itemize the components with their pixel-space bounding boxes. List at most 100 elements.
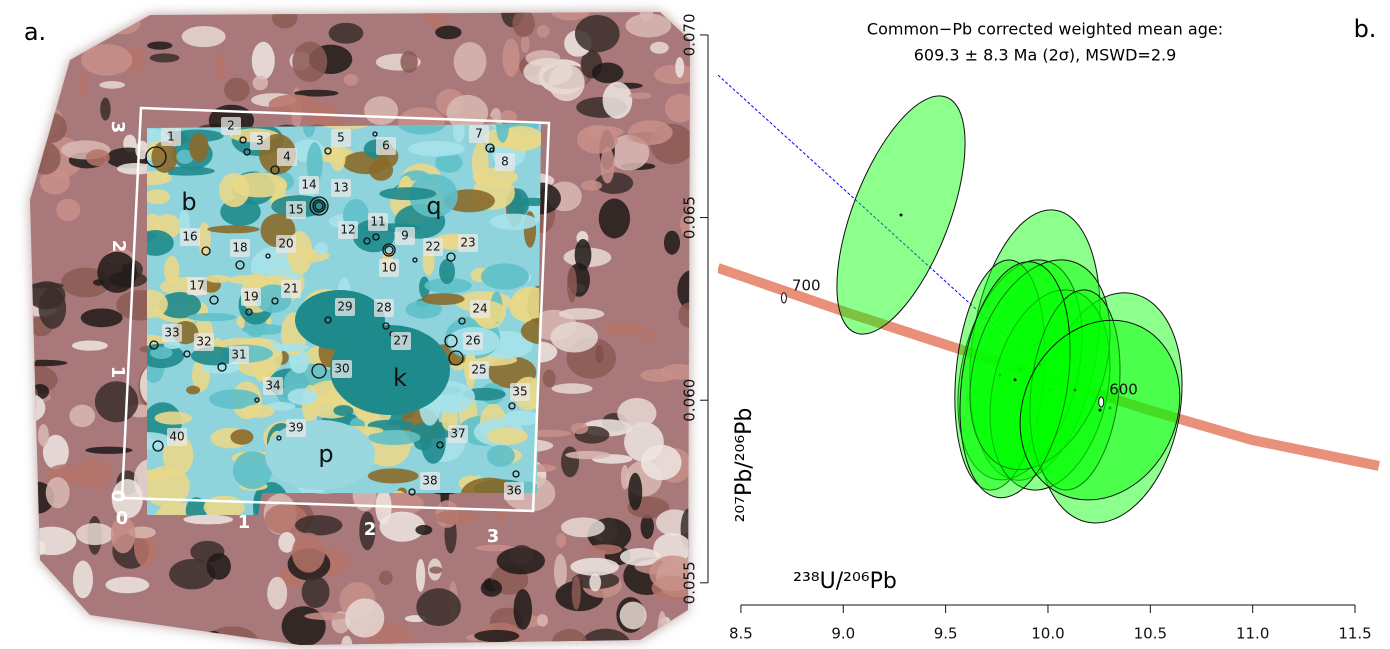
grain bbox=[34, 59, 46, 66]
x-tick-label: 11.0 bbox=[1236, 625, 1269, 643]
spot-label: 7 bbox=[475, 127, 483, 141]
grain bbox=[575, 239, 592, 270]
photo-y-tick: 2 bbox=[108, 240, 129, 253]
grain bbox=[38, 424, 49, 446]
grain bbox=[364, 96, 398, 125]
phase-patch bbox=[333, 405, 353, 416]
spot-label: 20 bbox=[278, 237, 293, 251]
grain bbox=[12, 393, 46, 422]
grain bbox=[664, 231, 680, 255]
grain bbox=[416, 588, 461, 626]
grain bbox=[379, 571, 393, 585]
grain bbox=[497, 511, 505, 521]
spot-label: 19 bbox=[243, 290, 258, 304]
grain bbox=[104, 640, 144, 649]
phase-patch bbox=[288, 388, 318, 405]
grain bbox=[454, 42, 487, 81]
grain bbox=[272, 7, 297, 28]
photo-x-tick: 2 bbox=[364, 519, 377, 540]
grain bbox=[551, 322, 598, 353]
phase-patch bbox=[369, 159, 393, 180]
grain bbox=[620, 602, 647, 630]
grain bbox=[671, 622, 684, 649]
phase-label: p bbox=[318, 440, 333, 468]
grain bbox=[603, 82, 633, 119]
phase-patch bbox=[439, 259, 455, 284]
phase-patch bbox=[242, 324, 286, 335]
grain bbox=[559, 308, 605, 320]
phase-label: k bbox=[393, 364, 407, 392]
figure: 1234567891011121314151617181920212223242… bbox=[0, 0, 1390, 649]
spot-label: 29 bbox=[337, 300, 352, 314]
grain bbox=[561, 517, 605, 537]
grain bbox=[550, 0, 590, 20]
grain bbox=[207, 553, 231, 580]
phase-patch bbox=[187, 313, 236, 321]
grain bbox=[86, 149, 110, 166]
spot-label: 13 bbox=[333, 181, 348, 195]
spot-label: 18 bbox=[232, 241, 247, 255]
grain bbox=[565, 451, 611, 459]
spot-label: 4 bbox=[283, 150, 291, 164]
x-axis-label: ²³⁸U/²⁰⁶Pb bbox=[793, 569, 897, 594]
grain bbox=[512, 10, 534, 37]
grain bbox=[416, 559, 425, 592]
grain bbox=[514, 589, 533, 630]
spot-label: 35 bbox=[512, 385, 527, 399]
spot-label: 14 bbox=[301, 178, 316, 192]
grain bbox=[81, 44, 132, 76]
grain bbox=[295, 515, 342, 535]
phase-label: b bbox=[181, 188, 196, 216]
grain bbox=[589, 574, 601, 592]
spot-label: 31 bbox=[231, 348, 246, 362]
x-tick-label: 9.5 bbox=[934, 625, 958, 643]
grain bbox=[224, 78, 250, 102]
grain bbox=[182, 26, 226, 47]
grain bbox=[345, 598, 384, 637]
spot-label: 22 bbox=[425, 240, 440, 254]
grain bbox=[302, 576, 330, 608]
grain bbox=[150, 53, 180, 62]
spot-label: 12 bbox=[340, 223, 355, 237]
grain bbox=[46, 477, 70, 508]
phase-patch bbox=[421, 293, 464, 305]
grain bbox=[435, 510, 478, 524]
photo-x-tick: 1 bbox=[238, 512, 251, 533]
spot-label: 39 bbox=[288, 421, 303, 435]
panel-label: b. bbox=[1354, 15, 1377, 43]
spot-label: 34 bbox=[265, 379, 280, 393]
grain bbox=[665, 94, 696, 123]
grain bbox=[31, 384, 49, 399]
spot-label: 6 bbox=[382, 139, 390, 153]
grain bbox=[30, 142, 60, 175]
grain bbox=[213, 642, 223, 649]
grain bbox=[2, 378, 38, 418]
phase-patch bbox=[154, 411, 192, 424]
spot-label: 36 bbox=[506, 484, 521, 498]
spot-label: 23 bbox=[460, 236, 475, 250]
photo-x-tick: 3 bbox=[487, 526, 500, 547]
grain bbox=[552, 383, 593, 394]
spot-label: 16 bbox=[182, 230, 197, 244]
age-marker bbox=[781, 293, 786, 303]
grain bbox=[621, 465, 629, 490]
grain bbox=[592, 62, 624, 83]
grain bbox=[658, 611, 667, 649]
grain bbox=[556, 533, 566, 547]
spot-label: 40 bbox=[169, 430, 184, 444]
spot-label: 27 bbox=[393, 334, 408, 348]
grain bbox=[481, 579, 502, 596]
grain bbox=[474, 630, 519, 642]
grain bbox=[10, 592, 31, 606]
grain bbox=[100, 98, 110, 121]
grain bbox=[252, 42, 275, 80]
y-tick-label: 0.055 bbox=[681, 561, 699, 604]
grain bbox=[575, 15, 620, 52]
phase-patch bbox=[486, 428, 528, 445]
grain bbox=[577, 125, 618, 154]
photo-y-tick: 3 bbox=[107, 121, 128, 134]
age-label: 700 bbox=[792, 276, 821, 294]
grain bbox=[628, 120, 673, 145]
grain bbox=[603, 322, 647, 337]
